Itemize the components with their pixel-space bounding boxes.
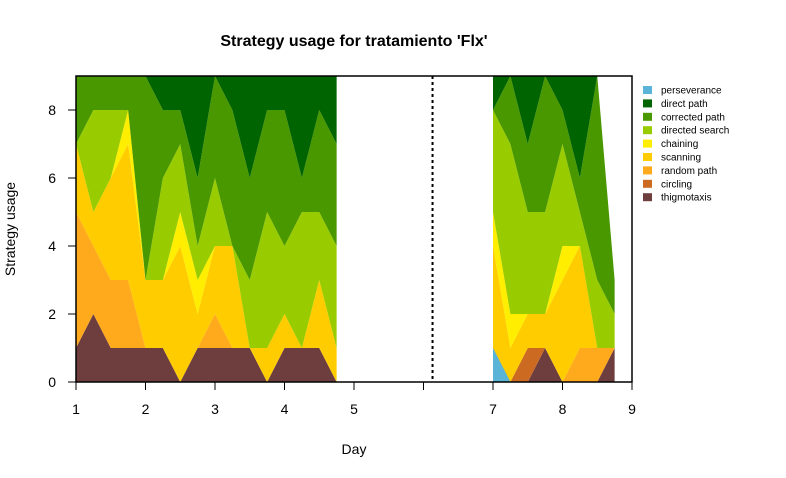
area-random-path-block-2 [493, 348, 615, 382]
area-corrected-path-block-2 [493, 76, 615, 314]
x-tick-label-9: 9 [628, 401, 636, 417]
legend: perseverance direct path corrected path dir… [643, 86, 729, 204]
x-tick-label-8: 8 [559, 401, 567, 417]
area-perseverance-block-2 [493, 348, 615, 382]
legend-swatch-circling [643, 179, 652, 188]
y-axis-label: Strategy usage [2, 182, 18, 276]
y-tick-label-2: 2 [48, 306, 56, 322]
area-direct-path-block-1 [76, 76, 337, 178]
area-directed-search-block-1 [76, 110, 337, 348]
x-axis: 1 2 3 4 5 7 8 9 [72, 382, 636, 417]
legend-label-thigmotaxis: thigmotaxis [661, 193, 712, 204]
x-tick-label-5: 5 [350, 401, 358, 417]
legend-swatch-direct-path [643, 99, 652, 108]
x-tick-label-4: 4 [281, 401, 289, 417]
area-circling-block-2 [493, 348, 615, 382]
x-tick-label-7: 7 [489, 401, 497, 417]
legend-label-chaining: chaining [661, 139, 698, 150]
legend-swatch-directed-search [643, 126, 652, 135]
y-tick-label-0: 0 [48, 374, 56, 390]
area-direct-path-block-2 [493, 76, 615, 280]
y-axis: 0 2 4 6 8 [48, 102, 76, 390]
legend-label-circling: circling [661, 179, 692, 190]
x-tick-label-2: 2 [142, 401, 150, 417]
legend-swatch-random-path [643, 166, 652, 175]
y-tick-label-8: 8 [48, 102, 56, 118]
area-directed-search-block-2 [493, 110, 615, 348]
legend-swatch-perseverance [643, 86, 652, 94]
x-axis-label: Day [342, 441, 367, 457]
area-scanning-block-1 [76, 144, 337, 382]
legend-label-random-path: random path [661, 166, 717, 177]
legend-label-directed-search: directed search [661, 126, 729, 137]
legend-swatch-scanning [643, 153, 652, 161]
legend-label-direct-path: direct path [661, 99, 708, 110]
x-tick-label-3: 3 [211, 401, 219, 417]
area-scanning-block-2 [493, 246, 615, 382]
legend-swatch-chaining [643, 139, 652, 148]
x-tick-label-1: 1 [72, 401, 80, 417]
area-random-path-block-1 [76, 212, 337, 382]
legend-label-corrected-path: corrected path [661, 112, 725, 123]
y-tick-label-4: 4 [48, 238, 56, 254]
legend-label-perseverance: perseverance [661, 86, 722, 97]
legend-swatch-corrected-path [643, 112, 652, 121]
stacked-areas [76, 76, 615, 382]
legend-swatch-thigmotaxis [643, 193, 652, 202]
legend-label-scanning: scanning [661, 153, 701, 164]
y-tick-label-6: 6 [48, 170, 56, 186]
chart-title: Strategy usage for tratamiento 'Flx' [220, 33, 487, 50]
area-corrected-path-block-1 [76, 76, 337, 280]
